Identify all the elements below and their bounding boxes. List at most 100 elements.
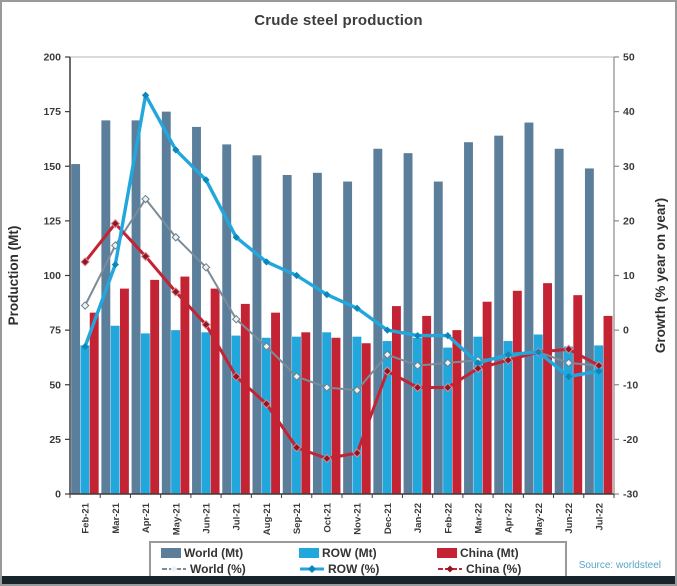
- left-axis-tick-label: 175: [43, 106, 61, 118]
- right-axis-tick-label: 40: [623, 106, 635, 118]
- bar: [603, 315, 613, 494]
- legend-row-lines: World (%) ROW (%) China (%): [151, 562, 565, 576]
- data-point-marker: [293, 271, 301, 280]
- x-axis-tick-label: Aug-21: [262, 502, 273, 535]
- bar: [261, 337, 271, 494]
- bar: [140, 333, 150, 494]
- line-row-: [81, 91, 603, 381]
- x-axis-tick-label: Mar-21: [111, 502, 122, 533]
- left-axis-tick-label: 50: [49, 379, 61, 391]
- bar: [301, 332, 311, 494]
- data-point-marker: [474, 359, 482, 367]
- data-point-marker: [291, 442, 302, 453]
- x-axis-tick-label: Apr-22: [504, 503, 515, 533]
- data-point-marker: [81, 342, 89, 351]
- bar: [464, 142, 473, 494]
- bar: [331, 337, 341, 494]
- data-point-marker: [171, 287, 181, 297]
- legend-item-world-pct: World (%): [161, 562, 279, 576]
- left-axis-tick-label: 100: [43, 270, 61, 282]
- left-axis-tick-label: 150: [43, 161, 61, 173]
- bar: [71, 164, 81, 494]
- data-point-marker: [141, 194, 150, 204]
- data-point-marker: [443, 358, 453, 368]
- bar: [119, 288, 129, 494]
- bar: [433, 181, 443, 495]
- data-point-marker: [202, 176, 210, 184]
- legend-row-bars: World (Mt) ROW (Mt) China (Mt): [151, 546, 565, 560]
- data-point-marker: [595, 367, 603, 375]
- data-point-marker: [111, 260, 119, 269]
- bar: [382, 341, 392, 494]
- data-point-marker: [352, 385, 362, 395]
- bars-china-mt-: [89, 276, 613, 495]
- bar: [503, 341, 513, 494]
- x-axis-tick-label: May-22: [534, 503, 545, 535]
- bar: [161, 111, 171, 495]
- bar: [452, 330, 462, 495]
- bar: [282, 174, 292, 495]
- data-point-marker: [110, 218, 121, 229]
- line-china-: [80, 218, 604, 464]
- legend: World (Mt) ROW (Mt) China (Mt) World (%)…: [149, 541, 567, 581]
- legend-label: World (%): [190, 562, 246, 577]
- data-point-marker: [80, 301, 90, 310]
- data-point-marker: [503, 355, 513, 365]
- x-axis-tick-label: Jun-21: [202, 502, 213, 533]
- data-point-marker: [231, 314, 241, 324]
- x-axis-tick-label: Dec-21: [383, 502, 394, 534]
- row-pct-swatch: [299, 564, 325, 574]
- data-point-marker: [565, 372, 573, 381]
- bar: [89, 312, 99, 494]
- bar: [403, 153, 413, 494]
- bar: [443, 347, 453, 494]
- data-point-marker: [292, 372, 301, 381]
- x-axis-tick-label: Jul-22: [594, 503, 605, 530]
- china-mt-swatch: [437, 547, 457, 558]
- right-axis-title: Growth (% year on year): [653, 198, 668, 353]
- data-point-marker: [383, 326, 391, 334]
- bar: [131, 120, 141, 495]
- legend-label: China (Mt): [460, 545, 519, 560]
- bar: [210, 288, 220, 494]
- bar: [573, 295, 583, 494]
- bar: [80, 345, 90, 494]
- x-axis-tick-label: Oct-21: [322, 502, 333, 532]
- bar: [554, 148, 564, 494]
- data-point-marker: [141, 91, 150, 99]
- x-axis-tick-label: Jul-21: [232, 502, 243, 530]
- bar: [292, 336, 301, 494]
- data-point-marker: [352, 448, 362, 458]
- data-point-marker: [232, 233, 240, 241]
- left-axis-tick-label: 75: [49, 325, 61, 337]
- bar: [594, 345, 604, 494]
- x-axis-tick-label: Apr-21: [141, 502, 152, 533]
- bar: [150, 279, 160, 494]
- legend-item-china-mt: China (Mt): [437, 546, 555, 560]
- data-point-marker: [323, 291, 331, 299]
- bar: [494, 135, 504, 494]
- bar: [564, 346, 573, 494]
- right-axis-tick-label: -20: [623, 434, 638, 446]
- x-axis-tick-label: Jan-22: [413, 503, 424, 533]
- data-point-marker: [563, 344, 574, 354]
- bar: [180, 276, 190, 494]
- page-title: Crude steel production: [254, 12, 423, 29]
- left-axis-tick-label: 0: [55, 489, 61, 501]
- data-point-marker: [262, 342, 271, 351]
- right-axis-tick-label: -30: [623, 489, 638, 501]
- bars-row-mt-: [80, 325, 604, 495]
- bar: [252, 155, 262, 494]
- bar: [343, 181, 353, 495]
- bottom-accent-bar: [2, 576, 675, 584]
- data-point-marker: [383, 350, 392, 360]
- data-point-marker: [171, 232, 181, 242]
- world-pct-swatch: [161, 564, 187, 574]
- right-axis-tick-label: 10: [623, 270, 635, 282]
- legend-item-world-mt: World (Mt): [161, 546, 279, 560]
- data-point-marker: [534, 348, 543, 356]
- bar: [473, 336, 483, 494]
- legend-item-row-mt: ROW (Mt): [299, 546, 417, 560]
- bar: [271, 312, 280, 494]
